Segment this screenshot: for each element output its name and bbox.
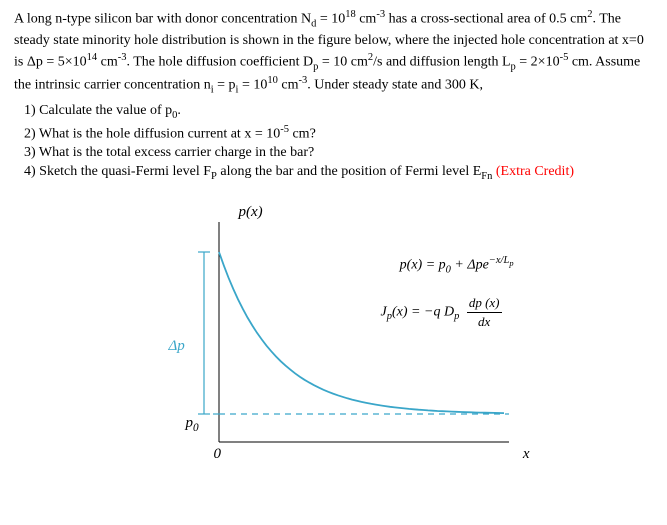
text: 4) Sketch the quasi-Fermi level F (24, 164, 211, 179)
text: = 10 (238, 78, 267, 93)
text: = 10 (316, 12, 345, 27)
text: A long n-type silicon bar with donor con… (14, 12, 311, 27)
text: = 10 cm (318, 54, 368, 69)
question-2: 2) What is the hole diffusion current at… (14, 123, 653, 145)
chart-svg (144, 202, 524, 482)
text: along the bar and the position of Fermi … (217, 164, 481, 179)
p0-label: p0 (186, 413, 199, 436)
text: has a cross-sectional area of 0.5 cm (385, 12, 587, 27)
hole-distribution-chart: p(x) x p(x) = p0 + Δpe−x/Lp Jp(x) = −q D… (144, 202, 524, 482)
extra-credit-text: (Extra Credit) (492, 164, 574, 179)
x-axis-title: x (523, 444, 530, 464)
subscript: Fn (481, 171, 492, 182)
superscript: -5 (280, 124, 289, 135)
question-4: 4) Sketch the quasi-Fermi level FP along… (14, 163, 653, 184)
text: . The hole diffusion coefficient D (127, 54, 314, 69)
text: 2) What is the hole diffusion current at… (24, 126, 280, 141)
y-axis-title: p(x) (239, 202, 263, 222)
question-3: 3) What is the total excess carrier char… (14, 144, 653, 163)
text: cm? (289, 126, 316, 141)
superscript: -3 (118, 52, 127, 63)
question-list: 1) Calculate the value of p0. 2) What is… (14, 102, 653, 184)
superscript: 18 (345, 9, 356, 20)
text: 3) What is the total excess carrier char… (24, 145, 314, 160)
superscript: -3 (298, 75, 307, 86)
question-1: 1) Calculate the value of p0. (14, 102, 653, 123)
text: . (177, 103, 181, 118)
text: . Under steady state and 300 K, (307, 78, 483, 93)
superscript: 10 (267, 75, 278, 86)
text: = p (214, 78, 236, 93)
delta-p-label: Δp (169, 336, 185, 356)
problem-statement: A long n-type silicon bar with donor con… (14, 8, 653, 98)
equation-px: p(x) = p0 + Δpe−x/Lp (400, 254, 514, 278)
superscript: 14 (87, 52, 98, 63)
origin-zero-label: 0 (214, 444, 222, 464)
text: /s and diffusion length L (373, 54, 510, 69)
text: 1) Calculate the value of p (24, 103, 172, 118)
text: cm (278, 78, 299, 93)
equation-jp: Jp(x) = −q Dp dp (x) dx (381, 294, 502, 330)
text: = 2×10 (516, 54, 560, 69)
text: cm (356, 12, 377, 27)
text: cm (97, 54, 118, 69)
superscript: -3 (376, 9, 385, 20)
